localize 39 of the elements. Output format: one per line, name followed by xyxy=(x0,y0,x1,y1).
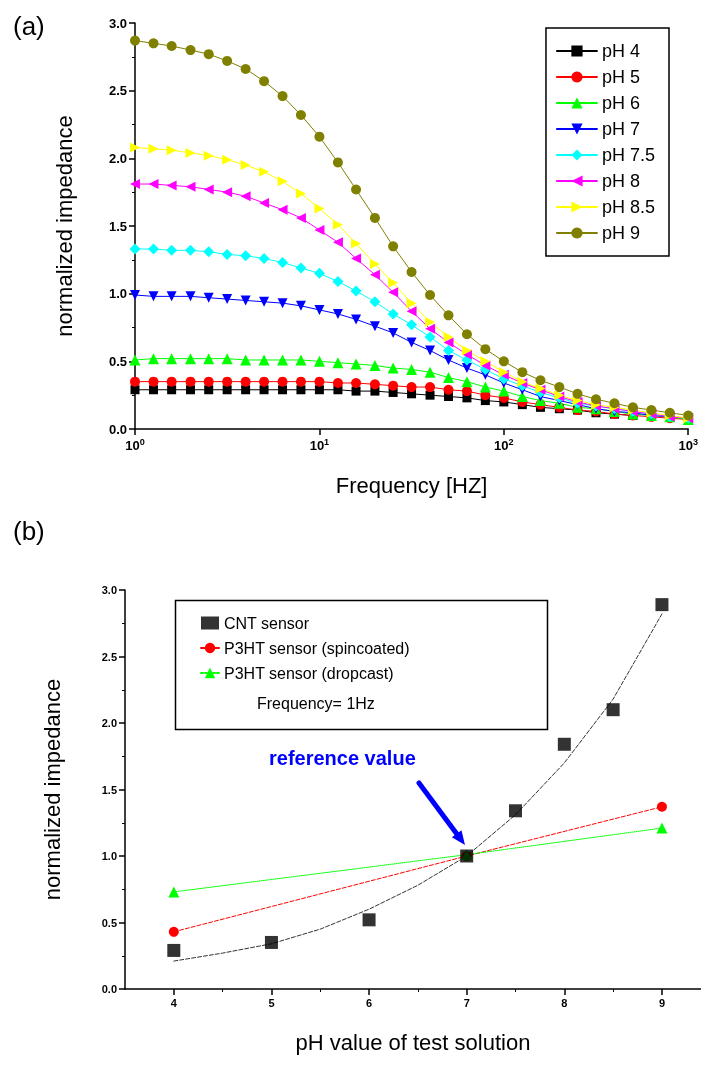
legend-label: pH 7.5 xyxy=(601,145,656,165)
y-tick-label: 2.5 xyxy=(101,650,117,663)
legend-label: P3HT sensor (dropcast) xyxy=(224,664,394,682)
y-tick-label: 3.0 xyxy=(108,15,127,31)
x-tick-label: 7 xyxy=(463,996,470,1009)
x-tick-label: 8 xyxy=(561,996,568,1009)
legend-label: pH 8 xyxy=(601,171,640,191)
legend-label: pH 4 xyxy=(601,41,640,61)
y-tick-label: 1.5 xyxy=(108,218,127,234)
legend-label: pH 6 xyxy=(601,93,640,113)
y-tick-label: 1.0 xyxy=(108,286,127,302)
y-tick-label: 2.5 xyxy=(108,83,127,99)
y-tick-label: 0.5 xyxy=(108,353,127,369)
y-tick-label: 2.0 xyxy=(108,150,127,166)
y-tick-label: 1.5 xyxy=(101,783,117,796)
x-axis-title: pH value of test solution xyxy=(295,1029,531,1055)
y-tick-label: 0.0 xyxy=(108,421,127,437)
x-axis-title: Frequency [HZ] xyxy=(335,472,488,498)
chart-title: (b) xyxy=(13,516,45,546)
y-tick-label: 0.5 xyxy=(101,916,117,929)
y-tick-label: 0.0 xyxy=(101,983,117,995)
x-tick-label: 4 xyxy=(170,996,178,1009)
annotation: Frequency= 1Hz xyxy=(257,694,375,712)
x-tick-label: 5 xyxy=(268,996,275,1009)
legend-label: pH 9 xyxy=(601,223,640,243)
legend-label: pH 7 xyxy=(601,119,640,139)
x-tick-label: 9 xyxy=(658,996,666,1009)
legend-label: pH 5 xyxy=(601,67,640,87)
legend-label: CNT sensor xyxy=(224,614,310,632)
legend-label: P3HT sensor (spincoated) xyxy=(224,639,410,657)
y-axis-title: normalized impedance xyxy=(39,678,65,901)
y-tick-label: 3.0 xyxy=(101,584,117,596)
x-tick-label: 6 xyxy=(366,996,373,1009)
y-tick-label: 1.0 xyxy=(101,850,117,862)
chart-title: (a) xyxy=(13,11,45,41)
annotation: reference value xyxy=(269,747,416,769)
y-tick-label: 2.0 xyxy=(101,717,117,729)
y-axis-title: normalized impedance xyxy=(51,115,77,337)
legend-label: pH 8.5 xyxy=(601,197,656,217)
